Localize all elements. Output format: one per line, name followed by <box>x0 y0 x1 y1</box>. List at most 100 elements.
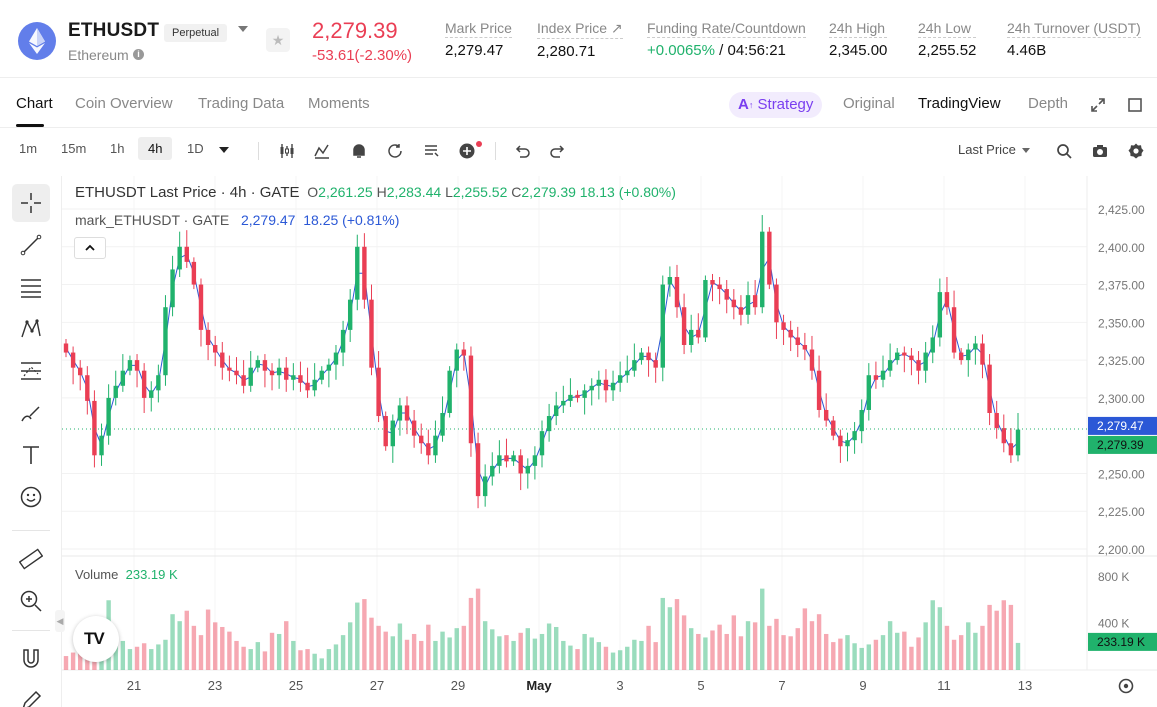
window-icon[interactable] <box>1127 97 1143 113</box>
replay-icon[interactable] <box>386 142 404 160</box>
price-tick-label: 2,400.00 <box>1098 241 1145 255</box>
indicators-icon[interactable] <box>278 142 296 160</box>
volume-bar <box>326 649 332 670</box>
chart-scroll-left-icon[interactable]: ◀ <box>55 610 65 632</box>
view-depth[interactable]: Depth <box>1028 95 1069 112</box>
stat-value: 4.46B <box>1007 42 1047 59</box>
price-chart[interactable]: 2,425.00 2,400.00 2,375.00 2,350.00 2,325.00… <box>62 176 1157 707</box>
volume-bar <box>340 635 346 670</box>
candle-body <box>902 352 907 356</box>
brush-tool[interactable] <box>12 394 50 432</box>
timeframe-1m[interactable]: 1m <box>19 141 38 156</box>
contract-type-badge[interactable]: Perpetual <box>164 24 228 42</box>
volume-bar <box>184 610 189 670</box>
pencil-icon <box>22 690 42 707</box>
candle-body <box>92 400 97 456</box>
candle-body <box>227 367 232 371</box>
legend-collapse-button[interactable] <box>74 237 106 259</box>
stat-label[interactable]: Index Price ↗ <box>537 20 623 39</box>
magnet-tool[interactable] <box>12 640 50 678</box>
timeframe-15m[interactable]: 15m <box>61 141 87 156</box>
search-icon[interactable] <box>1055 142 1073 160</box>
timeframe-1h[interactable]: 1h <box>110 141 125 156</box>
projection-tool[interactable] <box>12 352 50 390</box>
candle-body <box>184 246 189 262</box>
volume-bar <box>284 621 289 670</box>
view-tradingview[interactable]: TradingView <box>918 95 1001 112</box>
pencil-tool[interactable] <box>12 682 50 707</box>
volume-bar <box>312 653 317 670</box>
legend-mark-title[interactable]: mark_ETHUSDT · GATE <box>75 212 230 228</box>
volume-bar <box>518 632 523 670</box>
volume-bar <box>205 609 211 670</box>
info-icon[interactable]: i <box>133 49 144 60</box>
candle-body <box>248 367 253 386</box>
add-indicator-icon[interactable] <box>458 142 476 160</box>
favorite-star-icon[interactable]: ★ <box>266 28 290 52</box>
candle-body <box>163 307 168 376</box>
candle-body <box>1015 429 1021 456</box>
expand-icon[interactable] <box>1090 97 1106 113</box>
fib-tool[interactable] <box>12 268 50 306</box>
crosshair-tool[interactable] <box>12 184 50 222</box>
legend-series-title[interactable]: ETHUSDT Last Price · 4h · GATE <box>75 184 300 201</box>
tab-coin-overview[interactable]: Coin Overview <box>75 95 173 112</box>
timeframe-dropdown-icon[interactable] <box>219 147 229 153</box>
volume-bar <box>156 644 161 670</box>
tab-trading-data[interactable]: Trading Data <box>198 95 285 112</box>
volume-bar <box>461 625 467 670</box>
stat-label[interactable]: 24h Turnover (USDT) <box>1007 20 1141 38</box>
price-type-label: Last Price <box>958 142 1016 157</box>
candle-body <box>788 329 793 338</box>
volume-bar <box>78 646 83 670</box>
volume-bar <box>191 625 197 670</box>
stat-label[interactable]: Funding Rate/Countdown <box>647 20 806 38</box>
strategy-button[interactable]: A↑ Strategy <box>729 92 823 118</box>
timeframe-1d[interactable]: 1D <box>187 141 204 156</box>
zoom-in-tool[interactable] <box>12 582 50 620</box>
volume-bar <box>262 651 268 670</box>
content-tabs: Chart Coin Overview Trading Data Moments… <box>0 84 1157 128</box>
candle-body <box>461 349 467 356</box>
undo-icon[interactable] <box>513 142 531 160</box>
templates-icon[interactable] <box>422 142 440 160</box>
text-tool[interactable] <box>12 436 50 474</box>
camera-icon[interactable] <box>1091 142 1109 160</box>
legend-mark-change: 18.25 (+0.81%) <box>303 212 400 228</box>
timeframe-4h[interactable]: 4h <box>138 137 173 160</box>
candle-body <box>589 385 594 391</box>
view-original[interactable]: Original <box>843 95 895 112</box>
pattern-tool[interactable] <box>12 310 50 348</box>
ruler-tool[interactable] <box>12 540 50 578</box>
alert-icon[interactable] <box>350 142 368 160</box>
candle-body <box>504 455 509 462</box>
candle-body <box>220 352 225 368</box>
volume-bar <box>70 652 76 670</box>
volume-bar <box>482 621 488 670</box>
settings-icon[interactable] <box>1127 142 1145 160</box>
volume-bar <box>845 635 850 670</box>
time-tick-label: 13 <box>1018 678 1032 693</box>
volume-bar <box>575 649 580 670</box>
chart-type-icon[interactable] <box>313 142 331 160</box>
symbol-title[interactable]: ETHUSDT <box>68 20 160 41</box>
tab-moments[interactable]: Moments <box>308 95 370 112</box>
tradingview-logo-icon[interactable]: TV <box>73 616 119 662</box>
redo-icon[interactable] <box>549 142 567 160</box>
volume-bar <box>134 646 140 670</box>
volume-bar <box>212 622 218 670</box>
price-type-select[interactable]: Last Price <box>958 142 1030 157</box>
volume-label[interactable]: Volume <box>75 567 119 582</box>
chevron-down-icon[interactable] <box>238 26 248 32</box>
volume-bar <box>504 635 509 670</box>
volume-bar <box>745 621 751 670</box>
time-tick-label: 27 <box>370 678 384 693</box>
emoji-tool[interactable] <box>12 478 50 516</box>
ethereum-icon <box>18 22 56 60</box>
volume-bar <box>909 646 914 670</box>
strategy-label: Strategy <box>757 96 814 113</box>
stat-label[interactable]: Mark Price <box>445 20 512 38</box>
tab-chart[interactable]: Chart <box>16 95 53 112</box>
trendline-tool[interactable] <box>12 226 50 264</box>
stat-24h-high: 24h High 2,345.00 <box>829 20 888 59</box>
